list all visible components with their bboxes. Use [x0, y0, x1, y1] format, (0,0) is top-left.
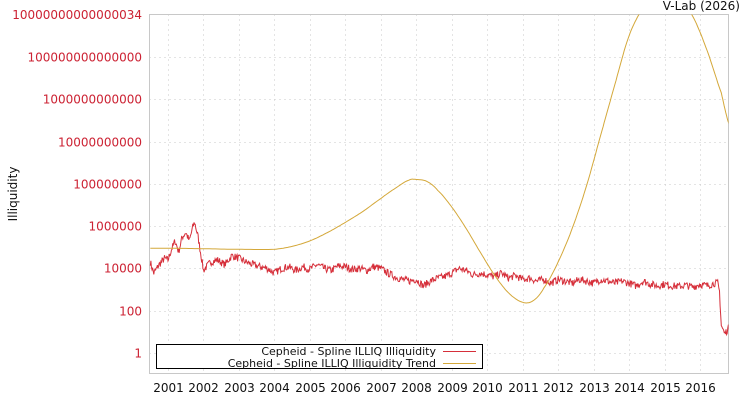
x-tick-label: 2002	[188, 381, 219, 395]
y-tick-label: 10000000000	[58, 136, 142, 150]
x-tick-label: 2008	[401, 381, 432, 395]
plot-frame	[149, 14, 729, 374]
x-tick-label: 2010	[472, 381, 503, 395]
y-tick-label: 100000000	[73, 178, 142, 192]
y-tick-label: 1000000	[89, 220, 142, 234]
grid-lines	[149, 14, 729, 374]
x-tick-label: 2006	[330, 381, 361, 395]
x-tick-label: 2007	[366, 381, 397, 395]
x-tick-label: 2015	[650, 381, 681, 395]
legend-label-illiquidity: Cepheid - Spline ILLIQ Illiquidity	[261, 345, 436, 358]
x-tick-label: 2001	[153, 381, 184, 395]
x-tick-label: 2016	[685, 381, 716, 395]
y-tick-label: 1	[134, 347, 142, 361]
y-axis-label: Illiquidity	[6, 167, 20, 222]
y-tick-label: 10000000000000034	[12, 8, 142, 22]
x-axis-ticks: 2001 2002 2003 2004 2005 2006 2007 2008 2009 2010…	[153, 381, 716, 395]
y-tick-label: 100000000000000	[27, 51, 142, 65]
y-tick-label: 10000	[104, 262, 142, 276]
legend-box	[156, 344, 483, 369]
x-tick-label: 2003	[224, 381, 255, 395]
y-axis-ticks: 10000000000000034 100000000000000 10000000…	[12, 8, 142, 361]
y-tick-label: 100	[119, 305, 142, 319]
y-tick-label: 1000000000000	[43, 93, 142, 107]
legend-label-trend: Cepheid - Spline ILLIQ Illiquidity Trend	[228, 357, 436, 370]
x-tick-label: 2009	[437, 381, 468, 395]
legend: Cepheid - Spline ILLIQ Illiquidity Cephe…	[156, 344, 483, 370]
x-tick-label: 2014	[614, 381, 645, 395]
illiquidity-trend-line	[150, 14, 729, 304]
credit-label: V-Lab (2026)	[663, 0, 740, 13]
x-tick-label: 2004	[259, 381, 290, 395]
series-lines	[149, 14, 729, 337]
illiquidity-series-line	[149, 222, 729, 337]
x-tick-label: 2012	[543, 381, 574, 395]
x-tick-label: 2013	[579, 381, 610, 395]
x-tick-label: 2005	[295, 381, 326, 395]
x-tick-label: 2011	[508, 381, 539, 395]
